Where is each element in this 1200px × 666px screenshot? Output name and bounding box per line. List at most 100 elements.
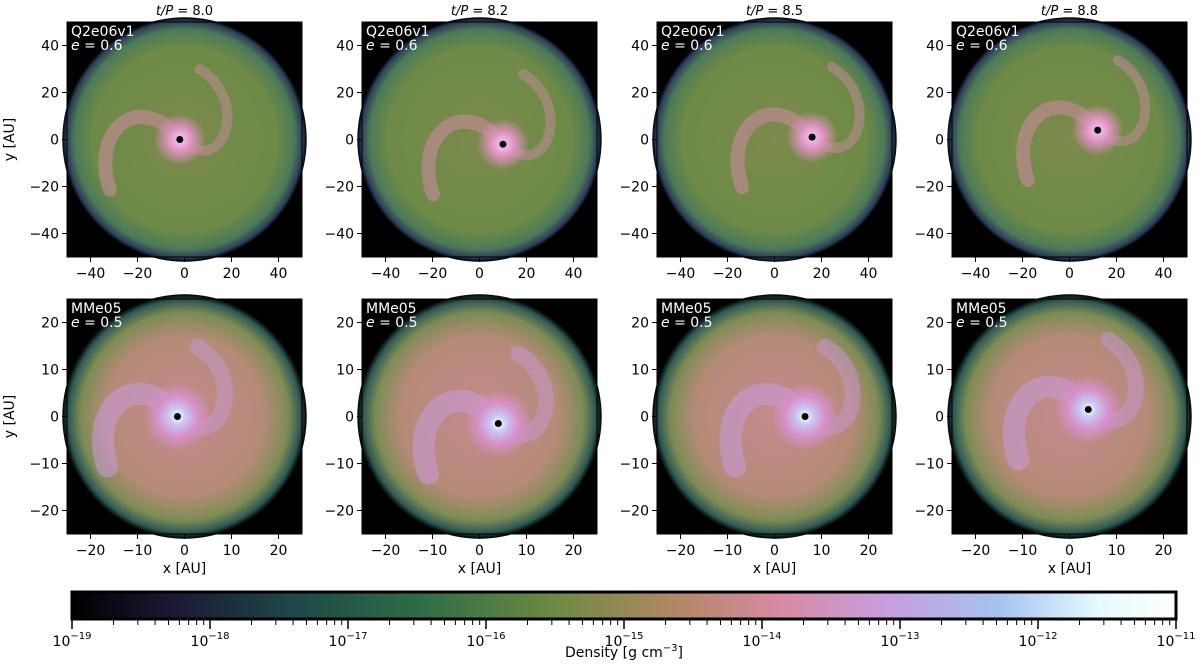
colorbar-tick-label: 10−14 [743, 631, 782, 650]
x-tick-label: −20 [961, 543, 991, 559]
star-marker [499, 140, 507, 148]
y-tick-label: −10 [324, 457, 354, 473]
eccentricity-label: e = 0.6 [71, 38, 123, 54]
x-tick-label: −20 [371, 543, 401, 559]
y-tick-label: 40 [41, 39, 59, 55]
y-tick-label: 0 [935, 410, 944, 426]
eccentricity-label: e = 0.5 [366, 315, 418, 331]
x-tick-label: −20 [76, 543, 106, 559]
x-tick-label: 20 [270, 543, 288, 559]
colorbar-tick-label: 10−18 [191, 631, 230, 650]
x-tick-label: 20 [1155, 543, 1173, 559]
column-title: t/P = 8.0 [156, 4, 213, 19]
colorbar-tick-label: 10−15 [605, 631, 644, 650]
x-tick-label: 10 [223, 543, 241, 559]
y-tick-label: −20 [619, 180, 649, 196]
eccentricity-label: e = 0.6 [366, 38, 418, 54]
y-tick-label: −40 [324, 227, 354, 243]
x-tick-label: 20 [813, 266, 831, 282]
x-tick-label: −20 [418, 266, 448, 282]
model-label: MMe05 [366, 301, 417, 317]
eccentricity-label: e = 0.6 [956, 38, 1008, 54]
y-tick-label: 40 [926, 39, 944, 55]
x-tick-label: 40 [860, 266, 878, 282]
y-tick-label: −20 [914, 504, 944, 520]
x-tick-label: 0 [180, 266, 189, 282]
y-tick-label: −40 [29, 227, 59, 243]
y-tick-label: −40 [914, 227, 944, 243]
model-label: Q2e06v1 [71, 24, 135, 40]
disk-image [947, 17, 1192, 262]
colorbar: 10−19 10−18 10−17 10−16 10−15 10−14 10−13 10−12… [53, 590, 1195, 661]
y-tick-label: 10 [631, 363, 649, 379]
eccentricity-label: e = 0.5 [956, 315, 1008, 331]
star-marker [1094, 126, 1102, 134]
y-tick-label: −40 [619, 227, 649, 243]
x-tick-label: 20 [860, 543, 878, 559]
x-tick-label: −40 [371, 266, 401, 282]
disk-image [652, 17, 897, 262]
y-tick-label: 0 [935, 133, 944, 149]
y-tick-label: −20 [29, 180, 59, 196]
model-label: MMe05 [956, 301, 1007, 317]
colorbar-tick-label: 10−13 [881, 631, 920, 650]
x-tick-label: 20 [565, 543, 583, 559]
x-tick-label: 0 [1065, 266, 1074, 282]
eccentricity-label: e = 0.6 [661, 38, 713, 54]
x-tick-label: 10 [1108, 543, 1126, 559]
x-axis-label: x [AU] [163, 561, 206, 577]
model-label: MMe05 [71, 301, 122, 317]
y-tick-label: −20 [619, 504, 649, 520]
x-axis-label: x [AU] [458, 561, 501, 577]
y-tick-label: 10 [926, 363, 944, 379]
y-tick-label: 20 [631, 86, 649, 102]
colorbar-tick-label: 10−16 [467, 631, 506, 650]
x-tick-label: 0 [475, 543, 484, 559]
star-marker [494, 420, 502, 428]
y-tick-label: −20 [29, 504, 59, 520]
star-marker [808, 133, 816, 141]
model-label: MMe05 [661, 301, 712, 317]
x-tick-label: 20 [1108, 266, 1126, 282]
x-tick-label: −20 [1008, 266, 1038, 282]
star-marker [1084, 405, 1092, 413]
y-tick-label: 20 [336, 316, 354, 332]
x-tick-label: 0 [475, 266, 484, 282]
x-tick-label: −20 [666, 543, 696, 559]
model-label: Q2e06v1 [661, 24, 725, 40]
x-tick-label: −40 [961, 266, 991, 282]
x-tick-label: 10 [518, 543, 536, 559]
y-tick-label: 10 [41, 363, 59, 379]
colorbar-tick-label: 10−12 [1019, 631, 1058, 650]
column-title: t/P = 8.2 [451, 4, 508, 19]
x-tick-label: 10 [813, 543, 831, 559]
y-tick-label: 20 [336, 86, 354, 102]
y-tick-label: 20 [631, 316, 649, 332]
x-tick-label: 0 [770, 266, 779, 282]
star-marker [173, 413, 181, 420]
column-title: t/P = 8.8 [1041, 4, 1098, 19]
colorbar-gradient [72, 592, 1176, 619]
x-axis-label: x [AU] [753, 561, 796, 577]
column-title: t/P = 8.5 [746, 4, 803, 19]
y-tick-label: −20 [914, 180, 944, 196]
y-tick-label: −10 [619, 457, 649, 473]
y-tick-label: 20 [926, 316, 944, 332]
x-tick-label: 20 [223, 266, 241, 282]
y-tick-label: 40 [631, 39, 649, 55]
eccentricity-label: e = 0.5 [661, 315, 713, 331]
x-tick-label: 40 [565, 266, 583, 282]
star-marker [176, 136, 184, 143]
y-tick-label: 20 [926, 86, 944, 102]
y-tick-label: −20 [324, 504, 354, 520]
y-tick-label: 10 [336, 363, 354, 379]
